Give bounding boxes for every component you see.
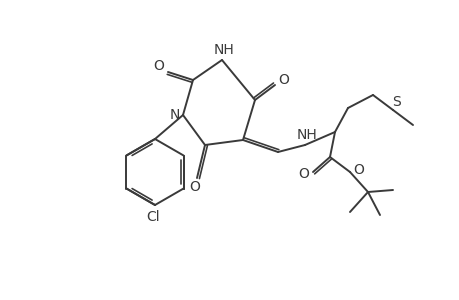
Text: Cl: Cl bbox=[146, 210, 159, 224]
Text: N: N bbox=[169, 108, 180, 122]
Text: O: O bbox=[153, 59, 164, 73]
Text: O: O bbox=[353, 163, 364, 177]
Text: NH: NH bbox=[213, 43, 234, 57]
Text: O: O bbox=[189, 180, 200, 194]
Text: O: O bbox=[278, 73, 289, 87]
Text: S: S bbox=[392, 95, 401, 109]
Text: NH: NH bbox=[296, 128, 317, 142]
Text: O: O bbox=[298, 167, 309, 181]
